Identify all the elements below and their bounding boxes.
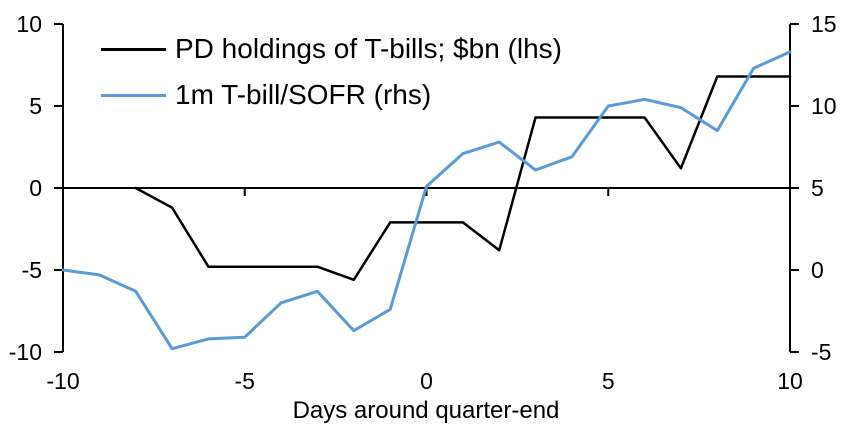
axes-layer: 10 5 0 -5 -10 15 10 5 0 -5 -10 -5 0 5 10 (9, 11, 837, 394)
y-right-tick-label: 0 (811, 257, 824, 283)
legend-item-pd-holdings: PD holdings of T-bills; $bn (lhs) (101, 35, 562, 63)
x-axis-title: Days around quarter-end (293, 397, 560, 424)
x-tick-label: 5 (602, 368, 615, 394)
x-tick-label: 0 (420, 368, 433, 394)
legend: PD holdings of T-bills; $bn (lhs) 1m T-b… (101, 35, 562, 109)
legend-item-tbill-sofr: 1m T-bill/SOFR (rhs) (101, 81, 562, 109)
y-left-tick-label: 5 (29, 93, 42, 119)
y-right-tick-label: 10 (811, 93, 837, 119)
y-left-tick-label: 10 (16, 11, 42, 37)
x-tick-label: -5 (235, 368, 255, 394)
x-tick-label: -10 (46, 368, 79, 394)
y-left-tick-label: -5 (22, 257, 42, 283)
x-tick-label: 10 (777, 368, 803, 394)
legend-label: 1m T-bill/SOFR (rhs) (175, 79, 432, 110)
series-line-1 (61, 50, 792, 351)
series-line-0 (134, 75, 792, 282)
legend-line-swatch-blue (101, 93, 166, 97)
legend-label: PD holdings of T-bills; $bn (lhs) (175, 33, 562, 64)
y-right-tick-label: 15 (811, 11, 837, 37)
y-right-tick-label: 5 (811, 175, 824, 201)
legend-line-swatch-black (101, 47, 166, 51)
y-right-tick-label: -5 (811, 339, 831, 365)
series-layer (61, 50, 792, 351)
y-left-tick-label: -10 (9, 339, 42, 365)
y-left-tick-label: 0 (29, 175, 42, 201)
